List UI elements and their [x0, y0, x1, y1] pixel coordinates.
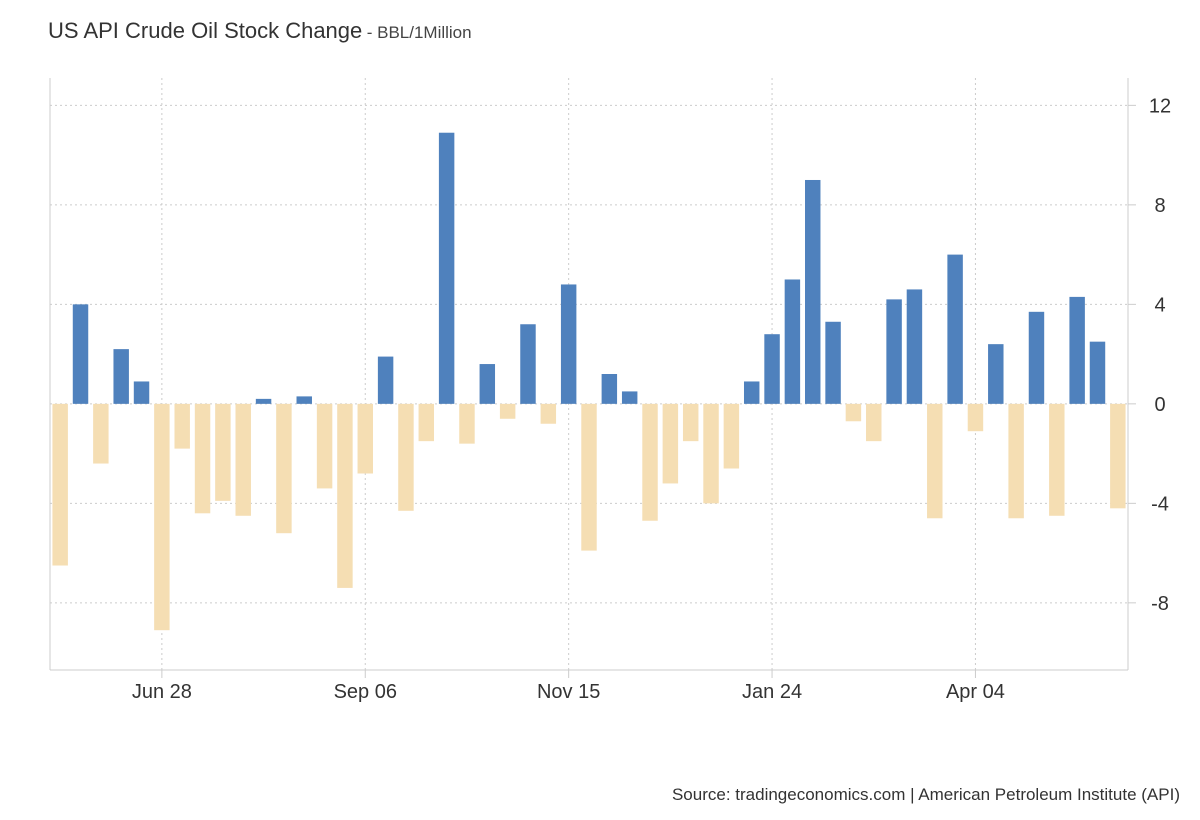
chart-header: US API Crude Oil Stock Change - BBL/1Mil… [48, 18, 472, 44]
bar [1028, 311, 1045, 404]
bar [581, 403, 597, 551]
bar [479, 364, 496, 404]
chart-title: US API Crude Oil Stock Change [48, 18, 363, 43]
bar [988, 344, 1004, 404]
bar [194, 403, 211, 514]
bar [743, 381, 760, 404]
bar [1069, 296, 1085, 404]
bar [72, 304, 89, 404]
bar [174, 403, 190, 449]
bar [662, 403, 679, 484]
bar [784, 279, 801, 404]
bar [601, 374, 618, 404]
bar [621, 391, 638, 404]
chart-subtitle: - BBL/1Million [366, 23, 472, 42]
bar [438, 132, 455, 404]
bar [642, 403, 658, 521]
bar [377, 356, 394, 404]
bar [418, 403, 435, 442]
x-tick-label: Apr 04 [946, 681, 1005, 703]
y-tick-label: -4 [1151, 493, 1169, 515]
bar [845, 403, 862, 422]
bar [357, 403, 373, 474]
bar [967, 403, 984, 432]
y-tick-label: -8 [1151, 593, 1169, 615]
bar [1110, 403, 1126, 509]
bar [459, 403, 475, 444]
bar [52, 403, 68, 566]
bar [93, 403, 109, 464]
bar-chart: 12 8 4 0 -4 -8 Jun 28 Sep 06 Nov 15 Jan 24 Apr 04 [49, 78, 1171, 703]
bar [499, 403, 516, 419]
x-tick-label: Sep 06 [334, 681, 397, 703]
bar [276, 403, 292, 534]
bar [113, 349, 129, 404]
x-tick-label: Jan 24 [742, 681, 802, 703]
bar [133, 381, 150, 404]
bar [520, 324, 536, 404]
bar [235, 403, 251, 516]
bar [927, 403, 943, 519]
y-tick-label: 12 [1149, 95, 1171, 117]
bar [316, 403, 333, 489]
bar [560, 284, 577, 404]
bar [1089, 341, 1106, 404]
bar [805, 179, 821, 404]
bar [723, 403, 740, 469]
bar [906, 289, 923, 404]
source-note: Source: tradingeconomics.com | American … [671, 785, 1180, 804]
bar [296, 396, 312, 404]
bar [215, 403, 231, 501]
bar [255, 398, 272, 404]
bar [337, 403, 353, 588]
bar [825, 321, 841, 404]
x-tick-label: Nov 15 [537, 681, 600, 703]
bar [703, 403, 719, 504]
y-tick-label: 8 [1154, 195, 1165, 217]
bar [886, 299, 902, 404]
bar [947, 254, 963, 404]
bar [540, 403, 557, 424]
bar [1008, 403, 1024, 519]
bar [866, 403, 882, 442]
x-tick-label: Jun 28 [132, 681, 192, 703]
y-tick-label: 4 [1154, 294, 1165, 316]
bar [764, 334, 780, 404]
y-tick-label: 0 [1154, 394, 1165, 416]
bar [682, 403, 699, 442]
bar [1049, 403, 1065, 516]
bar [398, 403, 414, 511]
bar [154, 403, 170, 631]
